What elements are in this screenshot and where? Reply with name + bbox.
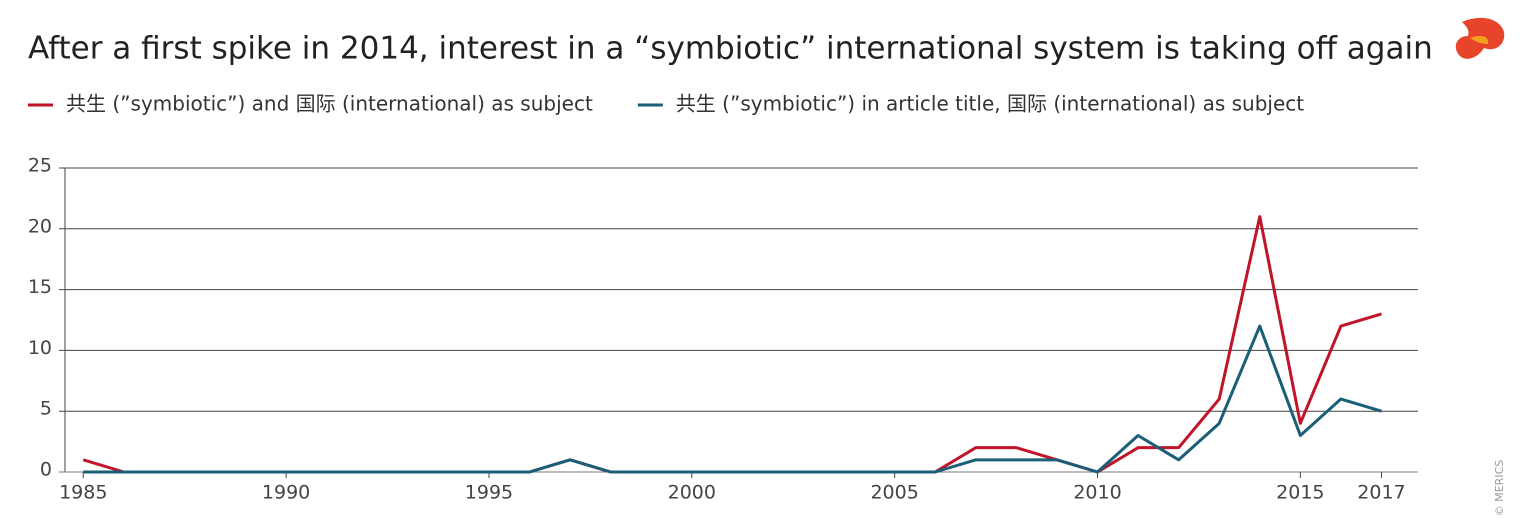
x-tick-label: 2005 xyxy=(870,482,918,504)
legend-label: 共生 (”symbiotic”) and 国际 (international) … xyxy=(66,92,593,116)
y-tick-label: 25 xyxy=(28,155,52,177)
x-tick-label: 2015 xyxy=(1276,482,1324,504)
x-tick-label: 1985 xyxy=(59,482,107,504)
y-tick-label: 0 xyxy=(40,459,52,481)
y-tick-label: 15 xyxy=(28,276,52,298)
x-tick-label: 1995 xyxy=(465,482,513,504)
y-tick-label: 10 xyxy=(28,337,52,359)
legend-label: 共生 (”symbiotic”) in article title, 国际 (i… xyxy=(676,92,1304,116)
x-tick-label: 2017 xyxy=(1357,482,1405,504)
logo xyxy=(1455,17,1505,59)
series-line xyxy=(82,215,1382,474)
chart-title: After a first spike in 2014, interest in… xyxy=(28,31,1433,67)
credit: © MERICS xyxy=(1493,460,1506,517)
y-tick-label: 20 xyxy=(28,215,52,237)
x-tick-label: 2000 xyxy=(668,482,716,504)
series-line xyxy=(83,324,1382,474)
y-tick-label: 5 xyxy=(40,398,52,420)
x-tick-label: 1990 xyxy=(262,482,310,504)
x-tick-label: 2010 xyxy=(1073,482,1121,504)
